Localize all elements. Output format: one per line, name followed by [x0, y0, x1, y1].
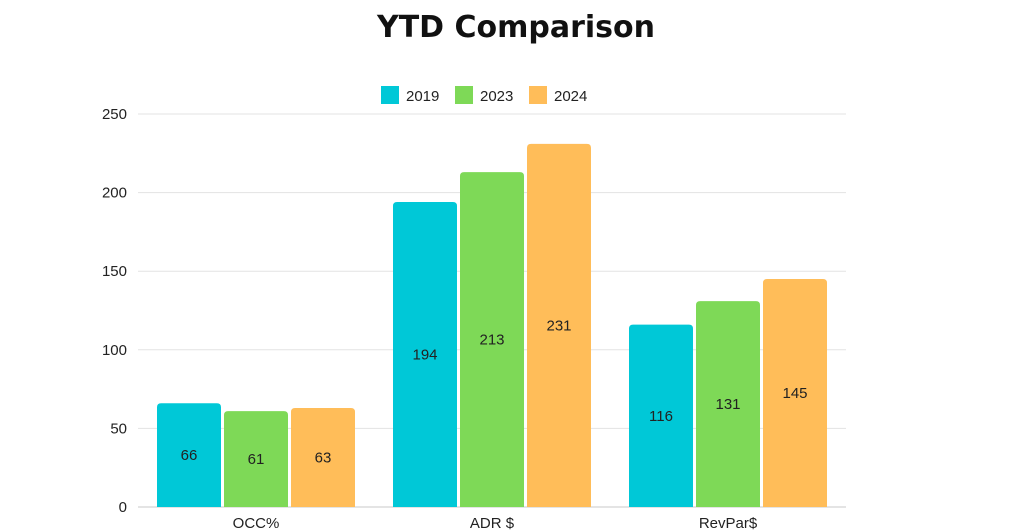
y-tick-label: 50: [110, 420, 127, 437]
bar-value-label: 116: [649, 408, 673, 425]
legend: 2019 2023 2024: [381, 86, 587, 105]
y-axis: 0 50 100 150 200 250: [102, 106, 127, 516]
legend-label-2019: 2019: [406, 88, 439, 105]
bar-value-label: 213: [479, 332, 504, 349]
bar-value-label: 145: [782, 385, 807, 402]
legend-swatch-2024: [529, 86, 547, 104]
bar-2019-revpar: [629, 324, 693, 507]
legend-swatch-2023: [455, 86, 473, 104]
bar-2024-occ: [291, 407, 355, 507]
bar-value-label: 131: [715, 396, 740, 413]
x-tick-label: OCC%: [233, 515, 280, 531]
bar-2019-occ: [157, 403, 221, 507]
y-tick-label: 100: [102, 342, 127, 359]
legend-label-2024: 2024: [554, 88, 587, 105]
y-tick-label: 200: [102, 185, 127, 202]
bar-value-label: 61: [248, 451, 265, 468]
chart-title: YTD Comparison: [376, 10, 655, 45]
bar-2019-adr: [393, 202, 457, 508]
legend-swatch-2019: [381, 86, 399, 104]
bar-2024-adr: [527, 143, 591, 508]
bar-value-label: 231: [546, 317, 571, 334]
bar-2023-occ: [224, 411, 288, 507]
legend-label-2023: 2023: [480, 88, 513, 105]
y-tick-label: 250: [102, 106, 127, 123]
bar-2023-revpar: [696, 301, 760, 507]
x-tick-label: ADR $: [470, 515, 515, 531]
bars: [157, 143, 827, 508]
bar-2023-adr: [460, 172, 524, 507]
bar-value-label: 63: [315, 449, 332, 466]
x-axis: OCC% ADR $ RevPar$: [233, 515, 758, 531]
x-tick-label: RevPar$: [699, 515, 758, 531]
bar-value-label: 66: [181, 447, 198, 464]
y-tick-label: 0: [119, 499, 127, 516]
bar-value-label: 194: [412, 347, 437, 364]
y-tick-label: 150: [102, 263, 127, 280]
bar-data-labels: 66 61 63 194 213 231 116 131 145: [181, 317, 808, 468]
bar-2024-revpar: [763, 279, 827, 507]
